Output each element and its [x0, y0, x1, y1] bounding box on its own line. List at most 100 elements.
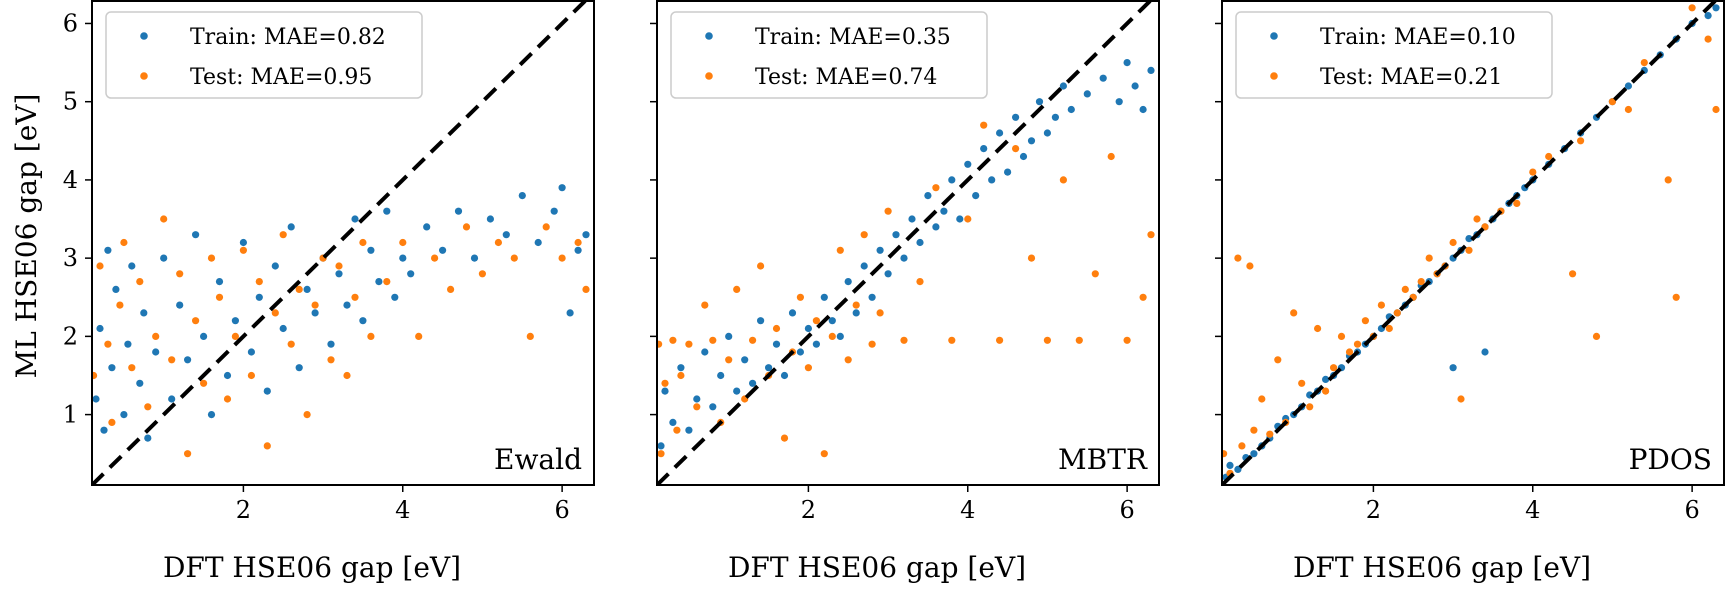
plot-frame-pdos — [1221, 0, 1725, 486]
mbtr-train-point-29 — [884, 270, 892, 278]
ewald-train-point-53 — [550, 207, 558, 215]
pdos-train-point-51 — [1712, 4, 1720, 12]
pdos-test-point-24 — [1401, 285, 1409, 293]
mbtr-test-point-27 — [852, 301, 860, 309]
mbtr-train-point-58 — [1139, 105, 1147, 114]
mbtr-train-point-18 — [796, 348, 805, 356]
ewald-test-point-0 — [92, 371, 98, 380]
pdos-train-point-45 — [1624, 82, 1632, 90]
mbtr-test-point-48 — [1147, 231, 1155, 239]
legend-box-ewald — [105, 11, 423, 99]
ewald-test-point-3 — [108, 418, 116, 426]
pdos-test-point-48 — [1704, 35, 1712, 43]
ewald-train-point-35 — [335, 270, 343, 278]
ewald-train-point-6 — [120, 411, 128, 419]
legend-marker-mbtr-test — [705, 72, 713, 80]
ewald-test-point-43 — [478, 270, 486, 278]
x-tick-label-mbtr-2: 2 — [801, 496, 816, 524]
ewald-train-point-14 — [168, 395, 176, 403]
points-ewald — [92, 184, 590, 458]
pdos-test-point-43 — [1624, 105, 1632, 114]
mbtr-train-point-37 — [948, 176, 956, 184]
ewald-train-point-43 — [399, 254, 407, 262]
mbtr-train-point-12 — [749, 379, 757, 387]
mbtr-train-point-44 — [1004, 168, 1012, 176]
mbtr-test-point-44 — [1091, 270, 1099, 278]
ewald-test-point-31 — [327, 356, 335, 364]
ewald-test-point-37 — [383, 278, 391, 286]
mbtr-train-point-19 — [804, 324, 813, 333]
mbtr-test-point-2 — [661, 379, 669, 387]
mbtr-test-point-18 — [780, 434, 789, 442]
mbtr-test-point-7 — [693, 403, 701, 411]
mbtr-train-point-8 — [717, 371, 725, 380]
pdos-test-point-27 — [1425, 254, 1433, 262]
ewald-train-point-23 — [239, 238, 247, 247]
panel-pdos: 2 4 6 Train: MAE=0.10 Test: MAE=0.21 PDOS — [1215, 0, 1725, 524]
pdos-test-point-49 — [1712, 105, 1720, 114]
ewald-train-point-48 — [470, 254, 479, 262]
ewald-test-point-50 — [582, 285, 590, 293]
mbtr-train-point-23 — [836, 332, 844, 340]
ewald-train-point-10 — [140, 309, 148, 317]
mbtr-train-point-14 — [765, 364, 773, 372]
ewald-train-point-11 — [144, 434, 152, 442]
pdos-test-point-38 — [1545, 152, 1553, 161]
ewald-test-point-5 — [120, 238, 128, 247]
pdos-train-point-4 — [1250, 450, 1258, 458]
mbtr-train-point-2 — [669, 418, 677, 426]
mbtr-train-point-31 — [900, 254, 908, 262]
ewald-train-point-56 — [574, 246, 582, 254]
mbtr-test-point-15 — [757, 262, 765, 270]
ewald-train-point-24 — [247, 348, 255, 356]
pdos-test-point-44 — [1640, 59, 1648, 67]
mbtr-train-point-22 — [828, 317, 836, 325]
mbtr-train-point-47 — [1027, 137, 1036, 145]
pdos-test-point-16 — [1337, 332, 1346, 340]
ewald-train-point-25 — [255, 293, 263, 301]
ewald-train-point-41 — [383, 207, 391, 215]
mbtr-train-point-32 — [908, 215, 916, 223]
mbtr-test-point-8 — [701, 301, 709, 309]
mbtr-test-point-4 — [673, 426, 681, 434]
mbtr-test-point-47 — [1139, 293, 1147, 301]
pdos-test-point-0 — [1222, 450, 1228, 458]
mbtr-train-point-0 — [657, 442, 665, 450]
mbtr-test-point-3 — [669, 336, 677, 344]
ewald-test-point-48 — [558, 254, 566, 262]
ewald-test-point-42 — [462, 223, 471, 231]
ewald-train-point-46 — [439, 246, 447, 254]
mbtr-train-point-15 — [772, 340, 781, 348]
y-axis-label: ML HSE06 gap [eV] — [10, 94, 43, 379]
mbtr-train-point-40 — [972, 192, 980, 200]
ewald-train-point-42 — [391, 293, 399, 301]
ewald-train-point-1 — [96, 324, 104, 333]
mbtr-train-point-41 — [980, 145, 988, 153]
x-axis-label-pdos: DFT HSE06 gap [eV] — [1293, 551, 1591, 584]
ewald-train-point-37 — [351, 215, 359, 223]
ewald-train-point-7 — [124, 340, 132, 348]
mbtr-test-point-22 — [812, 317, 821, 325]
pdos-test-point-30 — [1449, 238, 1457, 247]
legend-marker-ewald-train — [140, 32, 148, 40]
legend-box-pdos — [1235, 11, 1553, 99]
ewald-test-point-25 — [279, 231, 287, 239]
mbtr-test-point-42 — [1059, 176, 1067, 184]
diagonal-line-mbtr — [657, 0, 1153, 485]
pdos-test-point-17 — [1345, 348, 1354, 356]
ewald-train-point-26 — [263, 387, 271, 395]
mbtr-test-point-21 — [804, 364, 813, 372]
mbtr-test-point-37 — [980, 121, 988, 129]
pdos-test-point-8 — [1274, 356, 1282, 364]
mbtr-train-point-4 — [685, 426, 693, 434]
mbtr-test-point-26 — [844, 356, 852, 364]
mbtr-test-point-40 — [1027, 254, 1036, 262]
pdos-test-point-15 — [1330, 364, 1338, 372]
ewald-test-point-23 — [263, 442, 271, 450]
ewald-train-point-17 — [192, 231, 200, 239]
ewald-test-point-15 — [200, 379, 208, 387]
pdos-test-point-18 — [1353, 340, 1362, 348]
ewald-train-point-51 — [518, 192, 526, 200]
mbtr-train-point-25 — [852, 309, 860, 317]
ewald-test-point-20 — [239, 246, 247, 254]
